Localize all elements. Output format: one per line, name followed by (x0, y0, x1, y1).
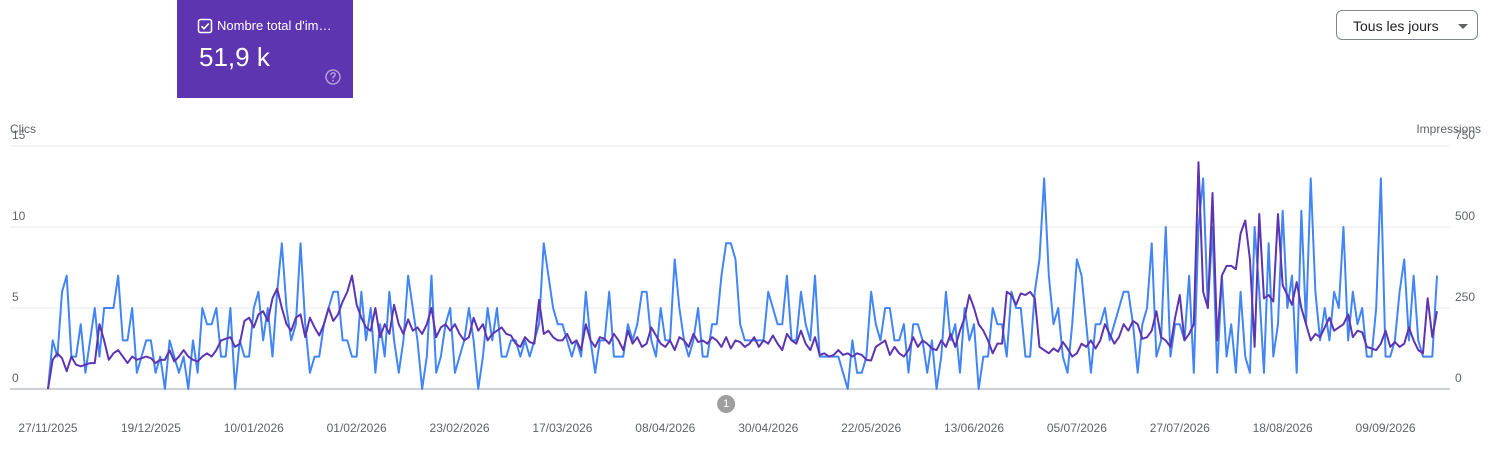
card-label: Nombre total d'im… (217, 18, 332, 33)
x-tick-label: 22/05/2026 (841, 421, 901, 435)
y2-tick-label: 500 (1455, 209, 1475, 223)
series-line (47, 161, 1438, 390)
x-tick-label: 01/02/2026 (327, 421, 387, 435)
x-tick-label: 08/04/2026 (635, 421, 695, 435)
x-tick-label: 13/06/2026 (944, 421, 1004, 435)
date-dropdown[interactable]: Tous les jours (1336, 10, 1478, 40)
x-tick-label: 18/08/2026 (1253, 421, 1313, 435)
x-tick-label: 09/09/2026 (1356, 421, 1416, 435)
annotation-label: 1 (723, 398, 729, 410)
y2-tick-label: 750 (1455, 128, 1475, 142)
help-icon[interactable] (324, 68, 342, 86)
x-tick-label: 23/02/2026 (430, 421, 490, 435)
y2-axis-label: Impressions (1416, 122, 1481, 136)
series-line (47, 177, 1438, 390)
checkbox[interactable] (197, 18, 213, 34)
y-tick-label: 5 (12, 290, 19, 304)
annotation-marker (717, 395, 736, 413)
x-tick-label: 10/01/2026 (224, 421, 284, 435)
x-tick-label: 27/07/2026 (1150, 421, 1210, 435)
metric-card[interactable]: Nombre total d'im… 51,9 k (177, 0, 353, 98)
y-tick-label: 15 (12, 128, 26, 142)
dropdown-label: Tous les jours (1353, 18, 1439, 34)
x-tick-label: 19/12/2025 (121, 421, 181, 435)
x-tick-label: 17/03/2026 (532, 421, 592, 435)
y-axis-label: Clics (10, 122, 36, 136)
dropdown-arrow (1458, 24, 1468, 29)
y2-tick-label: 0 (1455, 371, 1462, 385)
card-value: 51,9 k (199, 42, 270, 72)
y-tick-label: 0 (12, 371, 19, 385)
x-tick-label: 05/07/2026 (1047, 421, 1107, 435)
y2-tick-label: 250 (1455, 290, 1475, 304)
y-tick-label: 10 (12, 209, 26, 223)
x-tick-label: 30/04/2026 (738, 421, 798, 435)
x-tick-label: 27/11/2025 (18, 421, 77, 435)
